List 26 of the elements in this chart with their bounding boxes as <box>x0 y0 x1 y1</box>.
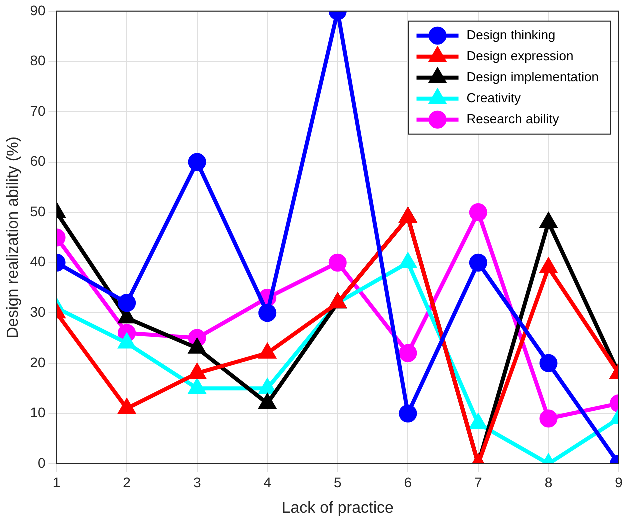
y-tick-label: 90 <box>30 2 46 18</box>
x-tick-label: 7 <box>474 474 483 490</box>
x-tick-label: 6 <box>404 474 412 490</box>
x-axis-title: Lack of practice <box>282 500 394 517</box>
x-tick-label: 2 <box>123 474 132 490</box>
y-tick-label: 40 <box>30 254 46 270</box>
y-axis-title: Design realization ability (%) <box>5 136 22 339</box>
x-tick-label: 1 <box>52 474 61 490</box>
x-tick-label: 9 <box>615 474 624 490</box>
x-tick-label: 4 <box>264 474 272 490</box>
legend-label: Research ability <box>466 111 560 126</box>
y-tick-label: 60 <box>30 153 46 170</box>
y-tick-label: 10 <box>30 404 46 421</box>
legend-label: Design thinking <box>466 27 556 42</box>
y-tick-label: 20 <box>30 354 46 370</box>
legend-label: Creativity <box>466 90 522 106</box>
y-tick-label: 70 <box>30 102 46 119</box>
x-tick-label: 8 <box>544 474 553 490</box>
legend-label: Design implementation <box>466 69 599 84</box>
x-tick-label: 3 <box>193 474 202 490</box>
legend-label: Design expression <box>466 48 574 64</box>
y-tick-label: 0 <box>38 454 46 471</box>
x-tick-label: 5 <box>334 474 342 490</box>
y-tick-label: 30 <box>30 304 46 320</box>
y-tick-label: 80 <box>30 52 46 69</box>
y-tick-label: 50 <box>30 203 46 220</box>
